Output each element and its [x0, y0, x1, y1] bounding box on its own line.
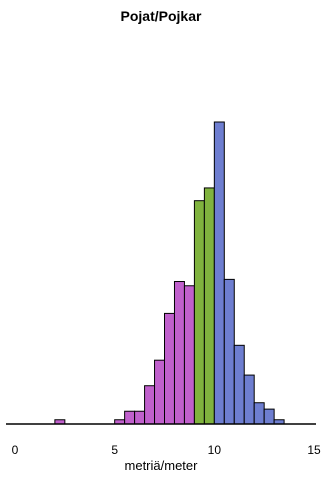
- x-tick-label-0: 0: [12, 443, 19, 457]
- histogram-bar-7: [173, 281, 185, 425]
- histogram-bar-2: [124, 410, 136, 425]
- histogram-bar-8: [183, 285, 195, 425]
- histogram-bar-14: [243, 374, 255, 425]
- histogram-bar-3: [134, 410, 146, 425]
- histogram-bar-4: [144, 385, 156, 425]
- histogram-bar-6: [164, 312, 175, 425]
- x-tick-label-3: 15: [307, 443, 321, 457]
- histogram-bar-12: [223, 278, 235, 425]
- x-tick-label-1: 5: [111, 443, 118, 457]
- chart-title: Pojat/Pojkar: [121, 8, 202, 24]
- histogram-bar-16: [263, 408, 275, 425]
- histogram-bar-5: [154, 359, 165, 425]
- histogram-bar-11: [213, 121, 225, 425]
- histogram-bar-15: [253, 402, 265, 425]
- x-axis-ticks: 0 5 10 15: [12, 443, 321, 457]
- histogram-bars: [54, 121, 285, 425]
- x-tick-label-2: 10: [208, 443, 222, 457]
- histogram-bar-13: [233, 344, 245, 425]
- histogram-bar-9: [193, 200, 205, 425]
- x-axis-label: metriä/meter: [125, 458, 199, 473]
- histogram-bar-10: [203, 187, 215, 425]
